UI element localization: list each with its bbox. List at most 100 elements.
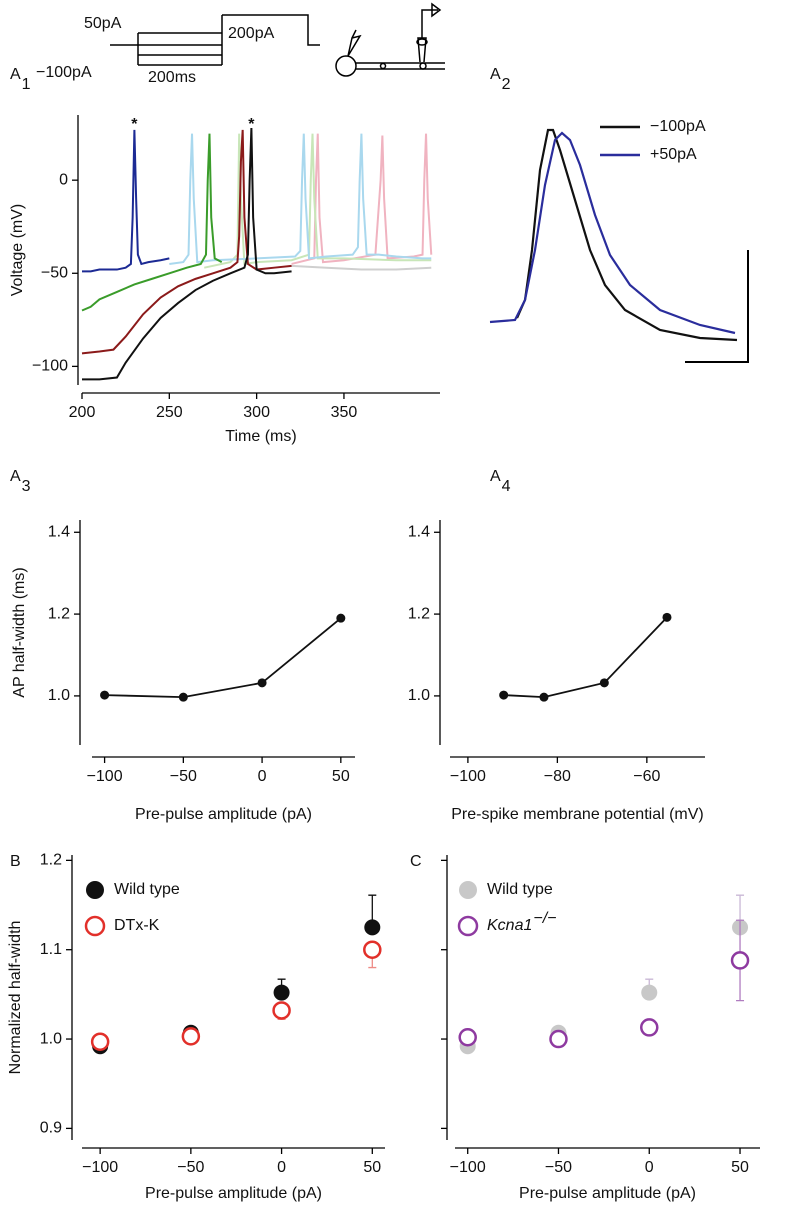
panel-subscript: 2 bbox=[502, 76, 511, 93]
legend-label: Kcna1 bbox=[487, 917, 532, 934]
x-tick-label: −50 bbox=[545, 1159, 572, 1176]
y-tick-label: 1.2 bbox=[40, 852, 62, 869]
y-tick-label: 1.0 bbox=[40, 1030, 62, 1047]
x-axis-label: Pre-pulse amplitude (pA) bbox=[145, 1185, 322, 1202]
node bbox=[379, 62, 387, 70]
x-tick-label: 0 bbox=[258, 768, 267, 785]
y-tick-label: 1.2 bbox=[48, 605, 70, 622]
line bbox=[503, 616, 668, 699]
panel-subscript: 4 bbox=[502, 478, 511, 495]
point bbox=[662, 612, 672, 622]
trace bbox=[204, 133, 432, 269]
trace bbox=[515, 128, 738, 342]
x-tick-label: 0 bbox=[645, 1159, 654, 1176]
trace bbox=[169, 133, 432, 265]
point bbox=[549, 1029, 568, 1049]
trace bbox=[291, 264, 432, 271]
x-tick-label: −60 bbox=[633, 768, 660, 785]
legend-marker bbox=[459, 881, 477, 899]
panel-label: A bbox=[490, 66, 501, 83]
point bbox=[90, 1032, 110, 1051]
y-tick-label: 1.0 bbox=[408, 687, 430, 704]
x-tick-label: 0 bbox=[277, 1159, 286, 1176]
stimulus-label: 50pA bbox=[84, 15, 122, 32]
point bbox=[641, 984, 658, 1001]
legend-label: Wild type bbox=[114, 881, 180, 898]
legend-marker bbox=[86, 881, 104, 899]
legend-marker bbox=[84, 915, 106, 937]
point bbox=[363, 940, 382, 959]
point bbox=[272, 1001, 291, 1020]
y-tick-label: 0.9 bbox=[40, 1120, 62, 1137]
x-tick-label: −100 bbox=[82, 1159, 118, 1176]
panel-label: B bbox=[10, 853, 21, 870]
point bbox=[599, 678, 609, 688]
x-tick-label: 250 bbox=[156, 404, 183, 421]
axon-electrode bbox=[417, 2, 442, 63]
y-tick-label: −100 bbox=[32, 358, 68, 375]
error-bar bbox=[736, 919, 745, 1002]
x-tick-label: −50 bbox=[177, 1159, 204, 1176]
stimulus-diagram: 50pA −100pA 200ms 200pA bbox=[36, 2, 445, 86]
y-tick-label: 1.0 bbox=[48, 687, 70, 704]
legend-label: DTx-K bbox=[114, 917, 160, 934]
x-axis-label: Pre-pulse amplitude (pA) bbox=[519, 1185, 696, 1202]
stimulus-label: 200ms bbox=[148, 69, 196, 86]
y-axis-label: AP half-width (ms) bbox=[11, 567, 28, 697]
soma-electrode bbox=[347, 29, 362, 57]
y-tick-label: 1.4 bbox=[48, 523, 70, 540]
x-tick-label: 350 bbox=[331, 404, 358, 421]
axon bbox=[356, 62, 445, 70]
scale-bar bbox=[685, 250, 749, 363]
line bbox=[104, 617, 342, 699]
legend-label: Wild type bbox=[487, 881, 553, 898]
x-tick-label: 200 bbox=[69, 404, 96, 421]
y-axis-label: Voltage (mV) bbox=[9, 204, 26, 296]
point bbox=[100, 690, 110, 700]
y-tick-label: 1.2 bbox=[408, 605, 430, 622]
x-tick-label: −100 bbox=[450, 768, 486, 785]
trace bbox=[82, 128, 292, 381]
y-tick-label: 0 bbox=[59, 171, 68, 188]
x-tick-label: −80 bbox=[544, 768, 571, 785]
stimulus-protocol bbox=[110, 14, 320, 66]
y-tick-label: 1.1 bbox=[40, 941, 62, 958]
point bbox=[336, 613, 346, 623]
x-axis-label: Pre-spike membrane potential (mV) bbox=[451, 806, 704, 823]
annotation: * bbox=[248, 116, 255, 133]
trace bbox=[489, 131, 736, 335]
x-tick-label: 50 bbox=[363, 1159, 381, 1176]
point bbox=[273, 984, 290, 1001]
x-axis-label: Time (ms) bbox=[225, 428, 296, 445]
x-tick-label: 300 bbox=[243, 404, 270, 421]
point bbox=[181, 1027, 201, 1046]
panel-label: A bbox=[10, 66, 21, 83]
point bbox=[257, 678, 267, 688]
panel-label: A bbox=[10, 468, 21, 485]
stimulus-label: 200pA bbox=[228, 25, 275, 42]
trace bbox=[81, 133, 223, 312]
point bbox=[640, 1018, 659, 1037]
point bbox=[730, 951, 750, 970]
point bbox=[458, 1028, 477, 1047]
electrode-tip bbox=[416, 38, 428, 46]
y-tick-label: −50 bbox=[41, 264, 68, 281]
legend-marker bbox=[457, 915, 479, 937]
legend-label-superscript: −/− bbox=[533, 910, 556, 927]
x-axis-label: Pre-pulse amplitude (pA) bbox=[135, 806, 312, 823]
stimulus-label: −100pA bbox=[36, 64, 92, 81]
trace bbox=[82, 129, 170, 273]
trace bbox=[81, 129, 292, 355]
y-axis-label: Normalized half-width bbox=[7, 921, 24, 1075]
x-tick-label: −100 bbox=[450, 1159, 486, 1176]
y-tick-label: 1.4 bbox=[408, 523, 430, 540]
point bbox=[178, 692, 188, 702]
panel-subscript: 3 bbox=[22, 478, 31, 495]
x-tick-label: 50 bbox=[332, 768, 350, 785]
legend-label: +50pA bbox=[650, 146, 697, 163]
point bbox=[364, 919, 381, 936]
legend-label: −100pA bbox=[650, 118, 706, 135]
point bbox=[499, 690, 509, 700]
